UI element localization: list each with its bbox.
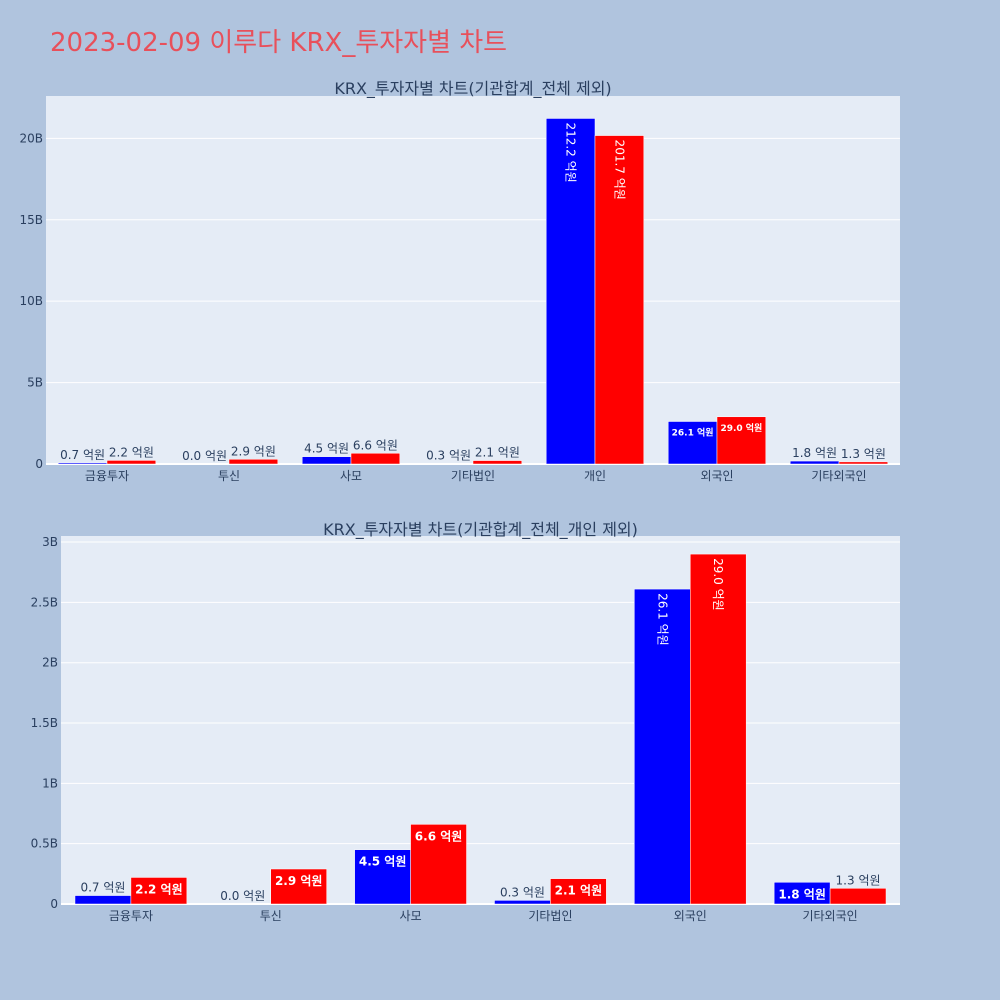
y-tick-label: 2.5B — [31, 595, 58, 609]
bar — [350, 453, 401, 465]
data-label: 29.0 억원 — [720, 422, 762, 434]
data-label: 201.7 억원 — [612, 140, 626, 200]
x-tick-label: 외국인 — [674, 909, 707, 923]
data-label: 26.1 억원 — [672, 427, 714, 439]
x-tick-label: 금융투자 — [85, 469, 129, 483]
bar — [594, 135, 645, 465]
x-tick-label: 기타외국인 — [802, 909, 857, 923]
x-tick-label: 사모 — [400, 909, 422, 923]
x-tick-label: 투신 — [218, 469, 240, 483]
bar — [550, 878, 607, 905]
bar — [57, 462, 108, 465]
page-title: 2023-02-09 이루다 KRX_투자자별 차트 — [50, 28, 508, 58]
y-tick-label: 1.5B — [31, 716, 58, 730]
bar — [634, 588, 691, 905]
subplot-1: 0 5B 10B 15B 20B KRX_투자자별 차트(기관합계_전체 제외) 금융투자 0… — [19, 79, 900, 483]
bar — [410, 824, 467, 905]
data-label: 26.1 억원 — [655, 593, 669, 646]
bar — [472, 460, 523, 465]
y-tick-label: 10B — [19, 294, 43, 308]
y-tick-label: 2B — [42, 656, 58, 670]
y-tick-label: 1B — [42, 776, 58, 790]
bar — [545, 118, 596, 465]
data-label: 2.1 억원 — [555, 884, 603, 898]
subplot-title: KRX_투자자별 차트(기관합계_전체_개인 제외) — [323, 520, 638, 540]
y-tick-label: 3B — [42, 535, 58, 549]
x-tick-label: 개인 — [584, 469, 606, 483]
bar — [130, 877, 188, 905]
y-tick-label: 20B — [19, 131, 43, 145]
data-label: 1.8 억원 — [792, 446, 837, 460]
x-tick-label: 금융투자 — [109, 909, 153, 923]
bar — [667, 421, 718, 465]
data-label: 0.7 억원 — [80, 881, 125, 895]
data-label: 1.3 억원 — [841, 447, 886, 461]
bar — [228, 459, 279, 465]
data-label: 6.6 억원 — [415, 829, 463, 843]
data-label: 2.2 억원 — [135, 882, 183, 896]
subplot-title: KRX_투자자별 차트(기관합계_전체 제외) — [334, 79, 611, 99]
bar — [354, 849, 411, 905]
y-tick-label: 0.5B — [31, 837, 58, 851]
bar — [838, 461, 889, 465]
bar — [106, 460, 157, 465]
bar — [690, 553, 747, 905]
data-label: 0.3 억원 — [426, 449, 471, 463]
data-label: 212.2 억원 — [564, 122, 578, 182]
plot-area — [61, 536, 900, 904]
data-label: 0.3 억원 — [500, 885, 545, 899]
bar — [270, 868, 327, 905]
x-tick-label: 기타법인 — [528, 909, 572, 923]
y-tick-label: 0 — [50, 897, 58, 911]
data-label: 0.0 억원 — [182, 449, 227, 463]
bar — [494, 900, 551, 905]
y-tick-label: 5B — [27, 376, 43, 390]
data-label: 1.3 억원 — [836, 873, 881, 887]
data-label: 2.2 억원 — [109, 445, 154, 459]
subplot-2: 0 0.5B 1B 1.5B 2B 2.5B 3B KRX_투자자별 차트(기관합계_전체_개… — [31, 520, 900, 923]
x-tick-label: 투신 — [260, 909, 282, 923]
data-label: 4.5 억원 — [304, 442, 349, 456]
bar — [301, 456, 352, 465]
bar — [829, 888, 887, 905]
data-label: 2.1 억원 — [475, 446, 520, 460]
bar — [716, 416, 767, 465]
data-label: 0.0 억원 — [220, 889, 265, 903]
x-tick-label: 외국인 — [700, 469, 733, 483]
plot-area — [46, 96, 900, 464]
y-tick-label: 0 — [35, 457, 43, 471]
data-label: 2.9 억원 — [231, 444, 276, 458]
bar — [789, 460, 840, 465]
x-tick-label: 사모 — [340, 469, 362, 483]
x-tick-label: 기타법인 — [451, 469, 495, 483]
data-label: 4.5 억원 — [359, 855, 407, 869]
data-label: 1.8 억원 — [778, 887, 826, 901]
data-label: 0.7 억원 — [60, 448, 105, 462]
data-label: 2.9 억원 — [275, 874, 323, 888]
y-tick-label: 15B — [19, 213, 43, 227]
data-label: 6.6 억원 — [353, 438, 398, 452]
data-label: 29.0 억원 — [711, 558, 725, 611]
bar — [74, 895, 132, 905]
x-tick-label: 기타외국인 — [811, 469, 866, 483]
